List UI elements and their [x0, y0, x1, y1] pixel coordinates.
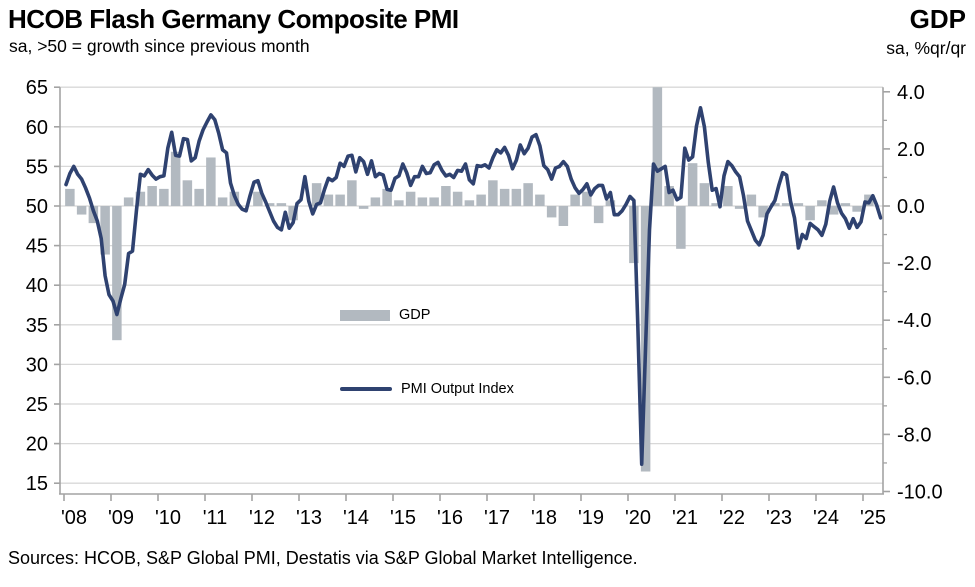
svg-text:'14: '14 — [343, 507, 369, 529]
svg-text:30: 30 — [26, 354, 48, 376]
legend-pmi-label: PMI Output Index — [401, 381, 514, 397]
svg-text:55: 55 — [26, 156, 48, 178]
svg-text:'24: '24 — [813, 507, 839, 529]
svg-text:40: 40 — [26, 275, 48, 297]
svg-text:'25: '25 — [860, 507, 886, 529]
svg-text:0.0: 0.0 — [897, 196, 925, 218]
svg-text:-4.0: -4.0 — [897, 310, 931, 332]
svg-text:50: 50 — [26, 196, 48, 218]
svg-text:25: 25 — [26, 394, 48, 416]
svg-text:65: 65 — [26, 77, 48, 99]
svg-text:'19: '19 — [578, 507, 604, 529]
svg-text:4.0: 4.0 — [897, 82, 925, 104]
svg-text:45: 45 — [26, 236, 48, 258]
pmi-line-swatch-icon — [340, 387, 392, 391]
svg-text:'22: '22 — [719, 507, 745, 529]
svg-text:'17: '17 — [484, 507, 510, 529]
gdp-bar-swatch-icon — [340, 309, 390, 321]
legend-gdp-label: GDP — [399, 307, 431, 323]
svg-text:'16: '16 — [437, 507, 463, 529]
svg-text:-8.0: -8.0 — [897, 424, 931, 446]
svg-text:-6.0: -6.0 — [897, 367, 931, 389]
svg-text:'11: '11 — [203, 507, 228, 529]
svg-text:20: 20 — [26, 434, 48, 456]
svg-text:'20: '20 — [625, 507, 651, 529]
svg-text:'15: '15 — [390, 507, 416, 529]
svg-text:'10: '10 — [155, 507, 181, 529]
right-axis-subtitle: sa, %qr/qr — [886, 38, 966, 58]
svg-text:'09: '09 — [108, 507, 134, 529]
svg-text:15: 15 — [26, 473, 48, 495]
svg-text:60: 60 — [26, 117, 48, 139]
sources-note: Sources: HCOB, S&P Global PMI, Destatis … — [8, 548, 638, 568]
svg-text:'23: '23 — [766, 507, 792, 529]
svg-text:-10.0: -10.0 — [897, 482, 943, 504]
svg-text:'13: '13 — [296, 507, 322, 529]
svg-text:'18: '18 — [531, 507, 557, 529]
page-title: HCOB Flash Germany Composite PMI — [8, 4, 459, 34]
svg-text:35: 35 — [26, 315, 48, 337]
right-axis-title: GDP — [909, 4, 966, 34]
legend-item-gdp: GDP — [340, 307, 430, 323]
svg-text:'12: '12 — [249, 507, 275, 529]
legend-item-pmi: PMI Output Index — [340, 381, 514, 397]
chart-subtitle: sa, >50 = growth since previous month — [9, 36, 310, 56]
svg-text:'08: '08 — [61, 507, 87, 529]
svg-text:-2.0: -2.0 — [897, 253, 931, 275]
svg-text:2.0: 2.0 — [897, 139, 925, 161]
svg-text:'21: '21 — [672, 507, 698, 529]
